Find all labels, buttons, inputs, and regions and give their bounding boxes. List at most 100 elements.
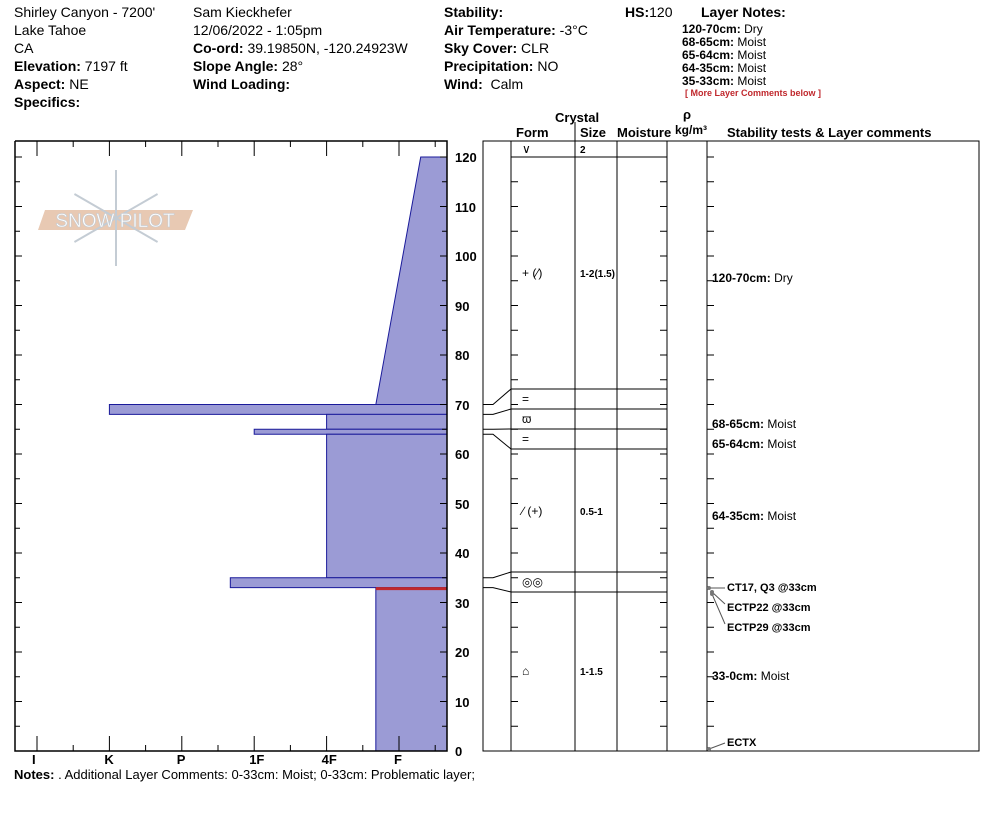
header-density: kg/m³ [675, 123, 708, 137]
wind-label: Wind: [444, 76, 483, 92]
hardness-label: P [176, 752, 186, 767]
logo-text: SNOW PILOT [55, 211, 175, 232]
obs-datetime: 12/06/2022 - 1:05pm [193, 22, 323, 38]
y-tick-label: 10 [455, 694, 470, 710]
wind-loading-label: Wind Loading: [193, 76, 291, 92]
aspect-label: Aspect: [14, 76, 66, 92]
layer-note: 65-64cm: Moist [682, 49, 766, 62]
snowflake-arm [115, 217, 159, 243]
stability-test: ECTP22 @33cm [727, 602, 811, 614]
grain-form: ∕ (+) [522, 504, 543, 518]
layer-note: 64-35cm: Moist [682, 62, 766, 75]
grain-form: ◎◎ [522, 575, 543, 589]
slope-value: 28° [281, 58, 304, 74]
layer-note-text: Moist [737, 74, 767, 88]
header-form: Form [516, 125, 549, 140]
grain-size: 2 [580, 145, 586, 156]
snowflake-arm [73, 217, 117, 243]
hs-value: 120 [649, 4, 673, 20]
hardness-layer [375, 156, 448, 405]
header-moisture: Moisture [617, 125, 672, 140]
header-rho: ρ [683, 107, 692, 122]
slope-label: Slope Angle: [193, 58, 279, 74]
y-tick-label: 110 [455, 199, 476, 215]
snowflake-arm [115, 193, 159, 219]
precip-label: Precipitation: [444, 58, 534, 74]
y-tick-label: 70 [455, 397, 470, 413]
hardness-layer [375, 587, 448, 752]
layer-note: 35-33cm: Moist [682, 75, 766, 88]
sky-cover: Sky Cover: CLR [444, 39, 549, 57]
precip-value: NO [537, 58, 559, 74]
arrow-head-icon [707, 586, 711, 590]
comment-range: 120-70cm: [712, 271, 771, 285]
grain-form: ∨ [522, 142, 531, 156]
air-temp-value: -3°C [559, 22, 588, 38]
header-size: Size [580, 125, 607, 140]
notes: Notes: . Additional Layer Comments: 0-33… [14, 766, 475, 784]
comment-range: 65-64cm: [712, 437, 765, 451]
hardness-layer [229, 577, 448, 589]
hardness-label: 4F [321, 752, 337, 767]
test-arrow [711, 593, 726, 625]
grain-form: ⌂ [522, 664, 530, 678]
y-tick-label: 30 [455, 595, 470, 611]
y-tick-label: 0 [455, 744, 463, 759]
layer-note-range: 120-70cm: [682, 22, 741, 36]
comment-text: Moist [767, 417, 797, 431]
stability-test: CT17, Q3 @33cm [727, 582, 817, 594]
depth-connector [483, 433, 512, 450]
grain-form: ϖ [522, 412, 532, 426]
elevation-label: Elevation: [14, 58, 81, 74]
depth-connector [483, 571, 512, 579]
arrow-head-icon [710, 592, 714, 596]
wind: Wind: Calm [444, 75, 523, 93]
y-tick-label: 100 [455, 249, 477, 264]
more-comments-link[interactable]: [ More Layer Comments below ] [685, 88, 822, 98]
grain-table-frame [482, 140, 980, 752]
layer-notes-title: Layer Notes: [701, 4, 786, 20]
elevation-value: 7197 ft [84, 58, 128, 74]
snowflake-arm [73, 193, 117, 219]
hardness-layer [253, 428, 448, 435]
grain-form: = [522, 392, 530, 406]
specifics-label: Specifics: [14, 94, 81, 110]
hardness-layer [108, 404, 448, 415]
y-tick-label: 120 [455, 150, 477, 165]
stability-test: ECTX [727, 737, 757, 749]
aspect-value: NE [69, 76, 89, 92]
test-arrow [708, 742, 726, 750]
coord-label: Co-ord: [193, 40, 244, 56]
elevation: Elevation: 7197 ft [14, 57, 128, 75]
depth-connector [483, 388, 512, 405]
depth-connector [483, 587, 512, 593]
comment-range: 64-35cm: [712, 509, 765, 523]
layer-comment: 64-35cm: Moist [712, 510, 796, 523]
notes-text: . Additional Layer Comments: 0-33cm: Moi… [58, 767, 475, 782]
layer-note-range: 65-64cm: [682, 48, 735, 62]
comment-text: Dry [774, 271, 793, 285]
layer-comment: 120-70cm: Dry [712, 272, 793, 285]
layer-comment: 33-0cm: Moist [712, 670, 789, 683]
grain-size: 1-1.5 [580, 667, 603, 678]
hardness-label: I [32, 752, 36, 767]
y-tick-label: 20 [455, 645, 470, 660]
air-temp-label: Air Temperature: [444, 22, 556, 38]
site-state: CA [14, 40, 34, 56]
hardness-layer [326, 433, 448, 579]
aspect: Aspect: NE [14, 75, 89, 93]
depth-connector [483, 408, 512, 415]
grain-size: 0.5-1 [580, 507, 603, 518]
stability-test: ECTP29 @33cm [727, 622, 811, 634]
arrow-head-icon [707, 747, 711, 751]
precip: Precipitation: NO [444, 57, 558, 75]
air-temp: Air Temperature: -3°C [444, 21, 588, 39]
layer-note-text: Moist [737, 35, 767, 49]
layer-comment: 65-64cm: Moist [712, 438, 796, 451]
wind-value: Calm [490, 76, 524, 92]
grain-form: = [522, 432, 530, 446]
layer-note-text: Moist [737, 61, 767, 75]
layer-note-text: Moist [737, 48, 767, 62]
layer-note-text: Dry [744, 22, 763, 36]
